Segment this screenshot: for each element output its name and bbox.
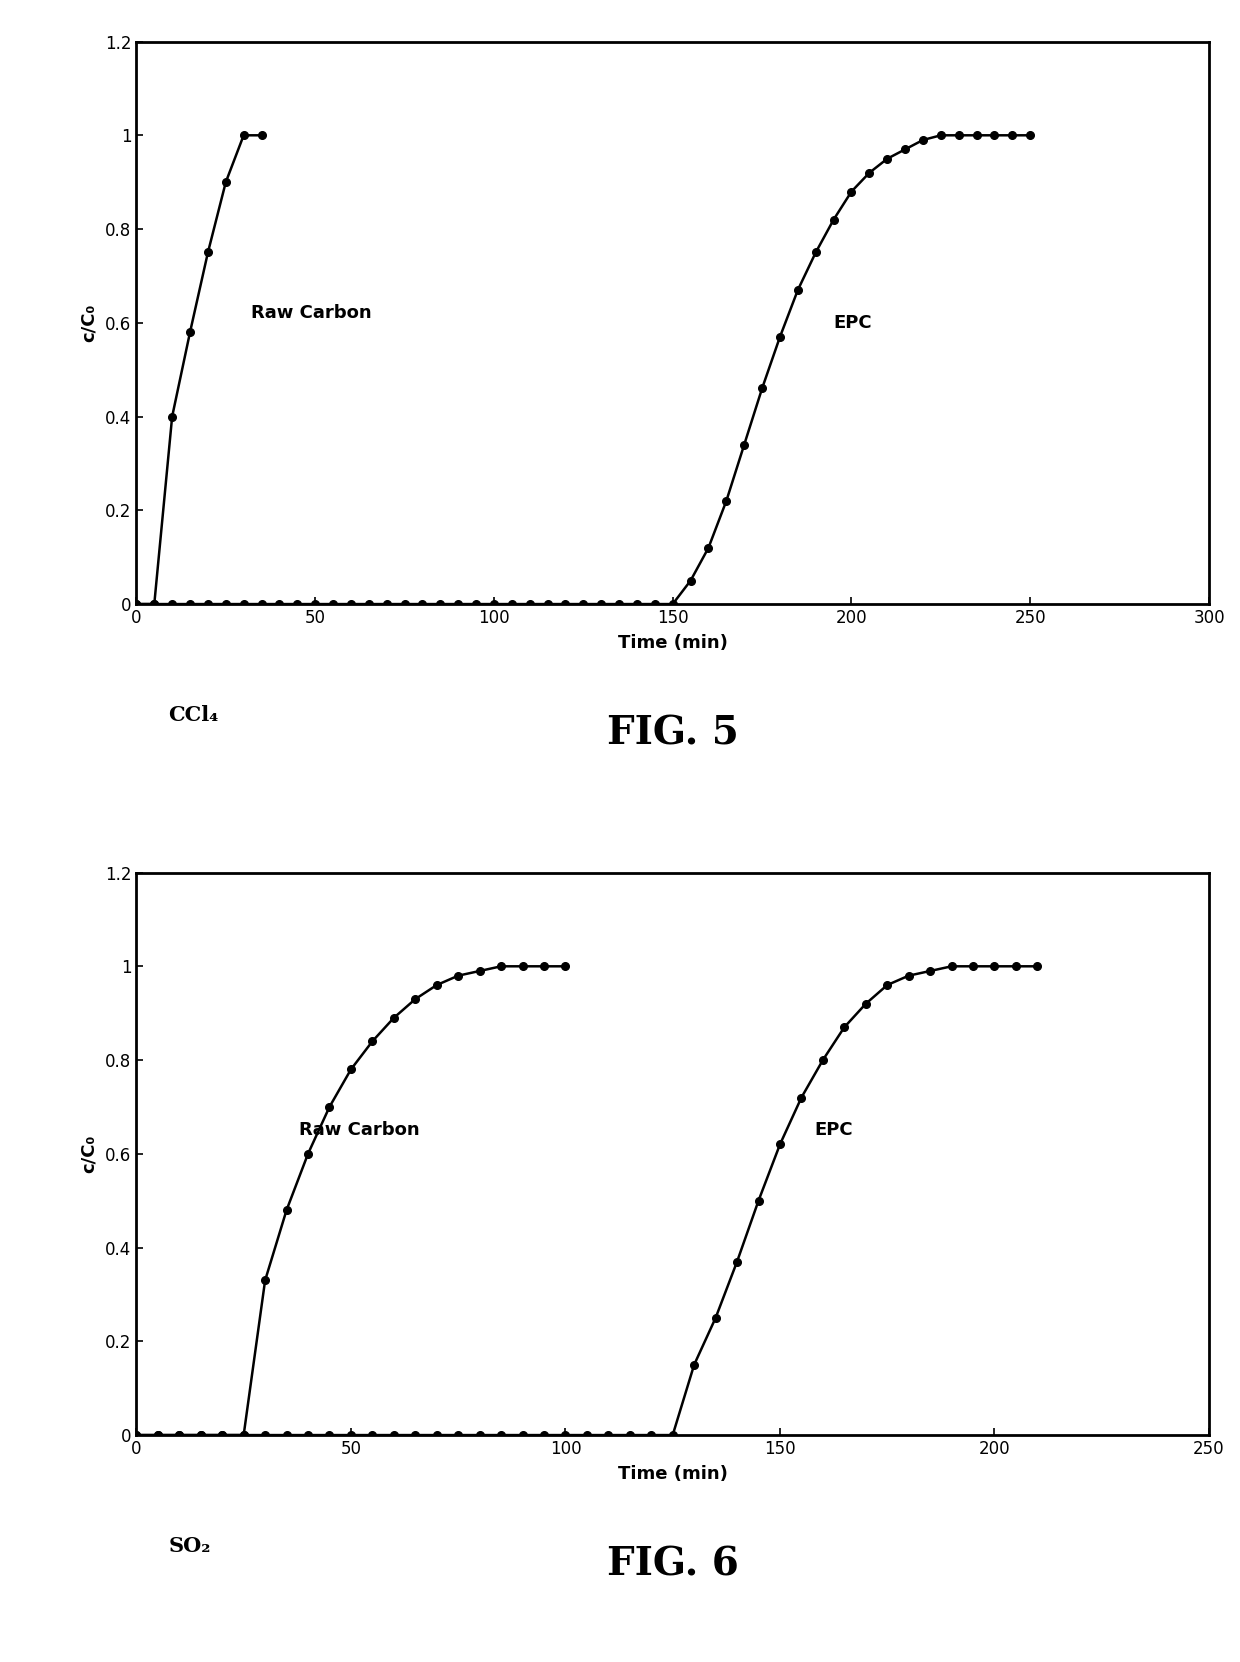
Text: FIG. 6: FIG. 6 (606, 1546, 739, 1584)
Text: Raw Carbon: Raw Carbon (299, 1122, 420, 1140)
Text: EPC: EPC (815, 1122, 853, 1140)
Text: EPC: EPC (833, 314, 872, 332)
Text: Raw Carbon: Raw Carbon (250, 304, 372, 322)
Text: SO₂: SO₂ (169, 1536, 211, 1556)
Text: FIG. 5: FIG. 5 (606, 715, 739, 753)
Y-axis label: c/C₀: c/C₀ (81, 304, 98, 342)
Y-axis label: c/C₀: c/C₀ (81, 1135, 98, 1173)
Text: CCl₄: CCl₄ (169, 705, 219, 725)
X-axis label: Time (min): Time (min) (618, 1464, 728, 1483)
X-axis label: Time (min): Time (min) (618, 633, 728, 652)
